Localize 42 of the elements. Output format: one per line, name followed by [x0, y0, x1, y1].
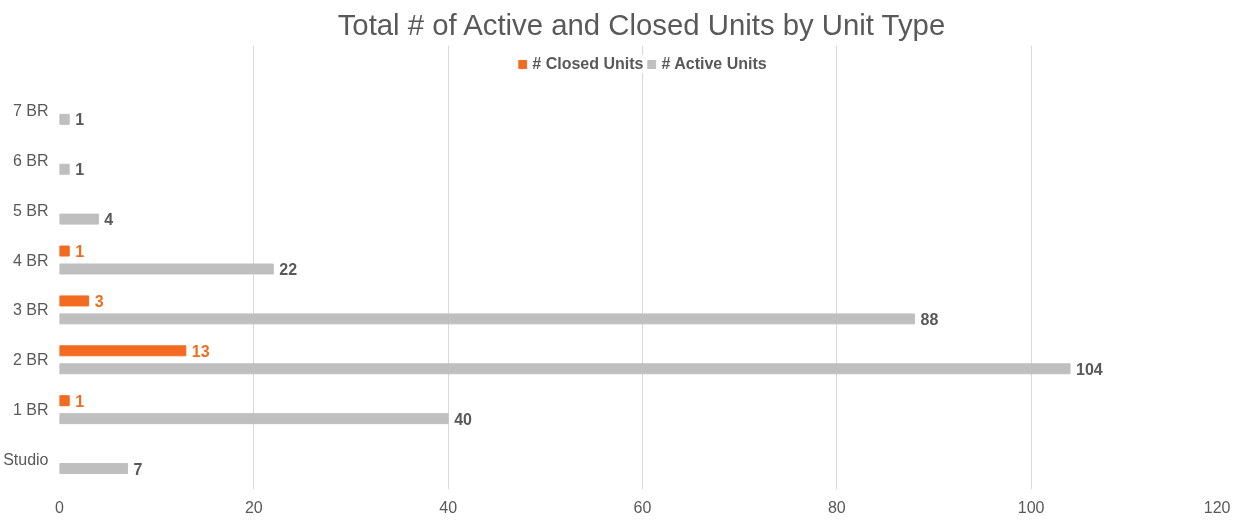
x-tick-label: 20 [244, 498, 263, 516]
bar [59, 263, 274, 275]
bar [59, 413, 449, 425]
y-tick-label: 7 BR [12, 101, 49, 119]
bar [59, 395, 70, 407]
bar [59, 295, 90, 307]
bar [59, 463, 129, 475]
bar [59, 363, 1071, 375]
data-label: 40 [454, 410, 473, 428]
x-tick-label: 100 [1017, 498, 1045, 516]
x-tick-label: 120 [1203, 498, 1231, 516]
y-tick-label: 1 BR [12, 401, 49, 419]
data-label: 22 [279, 261, 298, 278]
bar [59, 163, 70, 175]
y-tick-label: 2 BR [12, 351, 49, 369]
data-label: 3 [94, 292, 104, 310]
chart-title: Total # of Active and Closed Units by Unit Type [337, 7, 946, 41]
x-tick-label: 0 [55, 498, 65, 516]
data-label: 104 [1076, 360, 1103, 378]
data-label: 1 [75, 161, 85, 179]
data-label: 1 [75, 243, 85, 261]
data-label: 88 [920, 310, 939, 328]
data-label: 1 [75, 392, 85, 410]
x-tick-label: 40 [439, 498, 458, 516]
legend-label: # Closed Units [532, 55, 644, 73]
x-tick-label: 60 [633, 498, 652, 516]
bar [59, 345, 187, 357]
y-tick-label: 4 BR [12, 251, 49, 269]
bar [59, 213, 99, 225]
y-tick-label: Studio [3, 451, 49, 469]
x-tick-label: 80 [827, 498, 846, 516]
y-tick-label: 5 BR [12, 201, 49, 219]
bar [59, 245, 70, 257]
y-tick-label: 6 BR [12, 151, 49, 169]
bar [59, 113, 70, 125]
data-label: 7 [133, 460, 143, 478]
data-label: 1 [75, 111, 85, 129]
y-tick-label: 3 BR [12, 301, 49, 319]
legend-label: # Active Units [661, 55, 767, 73]
data-label: 13 [191, 342, 210, 360]
bar [59, 313, 916, 325]
data-label: 4 [104, 211, 114, 229]
